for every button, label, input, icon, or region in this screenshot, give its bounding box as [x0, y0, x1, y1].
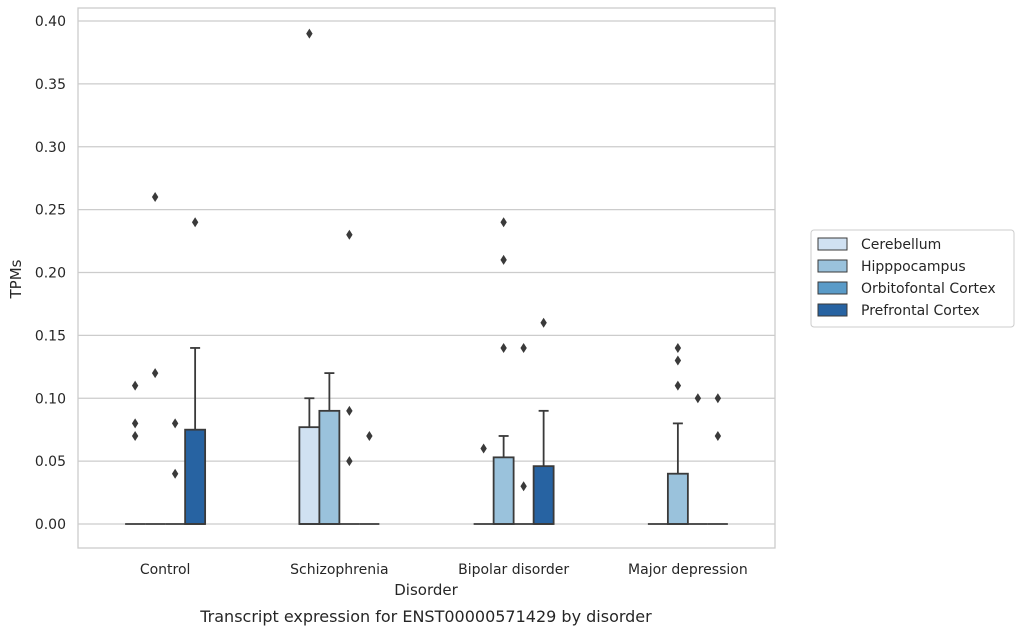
box-group	[707, 393, 728, 525]
outlier-point	[306, 28, 313, 39]
outlier-point	[540, 317, 547, 328]
box-plots	[125, 28, 728, 525]
box-group	[184, 217, 207, 525]
box-group	[473, 443, 494, 525]
outlier-point	[714, 430, 722, 441]
y-tick-label: 0.10	[35, 391, 66, 407]
box	[184, 428, 207, 525]
legend: Cerebellum Hipppocampus Orbitofontal Corte…	[810, 229, 1015, 328]
outlier-point	[500, 342, 507, 353]
legend-label: Hipppocampus	[861, 259, 966, 275]
outlier-point	[500, 217, 507, 228]
figure-caption: Transcript expression for ENST0000057142…	[199, 607, 652, 626]
box-group	[125, 380, 146, 525]
y-axis-ticks: 0.00 0.05 0.10 0.15 0.20 0.25 0.30 0.35 0.40	[35, 14, 66, 533]
outlier-point	[714, 393, 722, 404]
y-tick-label: 0.25	[35, 203, 66, 219]
box	[492, 456, 515, 525]
outlier-point	[171, 468, 179, 479]
box-group	[165, 418, 186, 525]
x-tick-label: Control	[140, 562, 191, 578]
x-axis-label: Disorder	[394, 581, 458, 599]
y-tick-label: 0.15	[35, 328, 66, 344]
legend-swatch	[817, 237, 848, 251]
box-group	[339, 229, 360, 525]
box-group	[359, 430, 380, 525]
outlier-point	[500, 254, 507, 265]
outlier-point	[520, 342, 527, 353]
y-tick-label: 0.20	[35, 266, 66, 282]
box-group	[532, 317, 555, 525]
legend-swatch	[817, 259, 848, 273]
y-tick-label: 0.05	[35, 454, 66, 470]
outlier-point	[520, 481, 527, 492]
box	[318, 409, 341, 525]
y-axis-label: TPMs	[7, 259, 25, 299]
outlier-point	[694, 393, 702, 404]
outlier-point	[131, 418, 139, 429]
legend-frame	[810, 229, 1015, 328]
box	[532, 465, 555, 525]
y-tick-label: 0.30	[35, 140, 66, 156]
outlier-point	[346, 405, 353, 416]
legend-swatch	[817, 303, 848, 317]
box-group	[513, 342, 534, 525]
box-group	[687, 393, 708, 525]
x-axis-ticks: Control Schizophrenia Bipolar disorder Majo…	[140, 562, 748, 578]
y-tick-label: 0.40	[35, 14, 66, 30]
y-tick-label: 0.35	[35, 77, 66, 93]
x-tick-label: Bipolar disorder	[458, 562, 569, 578]
outlier-point	[674, 355, 682, 366]
box	[666, 472, 689, 525]
box-group	[318, 372, 341, 525]
outlier-point	[131, 430, 139, 441]
legend-swatch	[817, 281, 848, 295]
plot-frame	[77, 7, 776, 549]
outlier-point	[171, 418, 179, 429]
outlier-point	[480, 443, 487, 454]
legend-label: Cerebellum	[861, 237, 941, 253]
outlier-point	[366, 430, 373, 441]
y-tick-label: 0.00	[35, 517, 66, 533]
legend-label: Prefrontal Cortex	[861, 303, 980, 319]
outlier-point	[151, 368, 159, 379]
outlier-point	[346, 456, 353, 467]
box-group	[666, 342, 689, 525]
legend-label: Orbitofontal Cortex	[861, 281, 996, 297]
outlier-point	[346, 229, 353, 240]
x-tick-label: Major depression	[628, 562, 748, 578]
box-group	[492, 217, 515, 525]
outlier-point	[191, 217, 199, 228]
box-group	[298, 28, 321, 525]
outlier-point	[674, 342, 682, 353]
outlier-point	[151, 192, 159, 203]
box	[298, 426, 321, 525]
x-tick-label: Schizophrenia	[290, 562, 388, 578]
outlier-point	[131, 380, 139, 391]
box-group	[145, 192, 166, 525]
outlier-point	[674, 380, 682, 391]
